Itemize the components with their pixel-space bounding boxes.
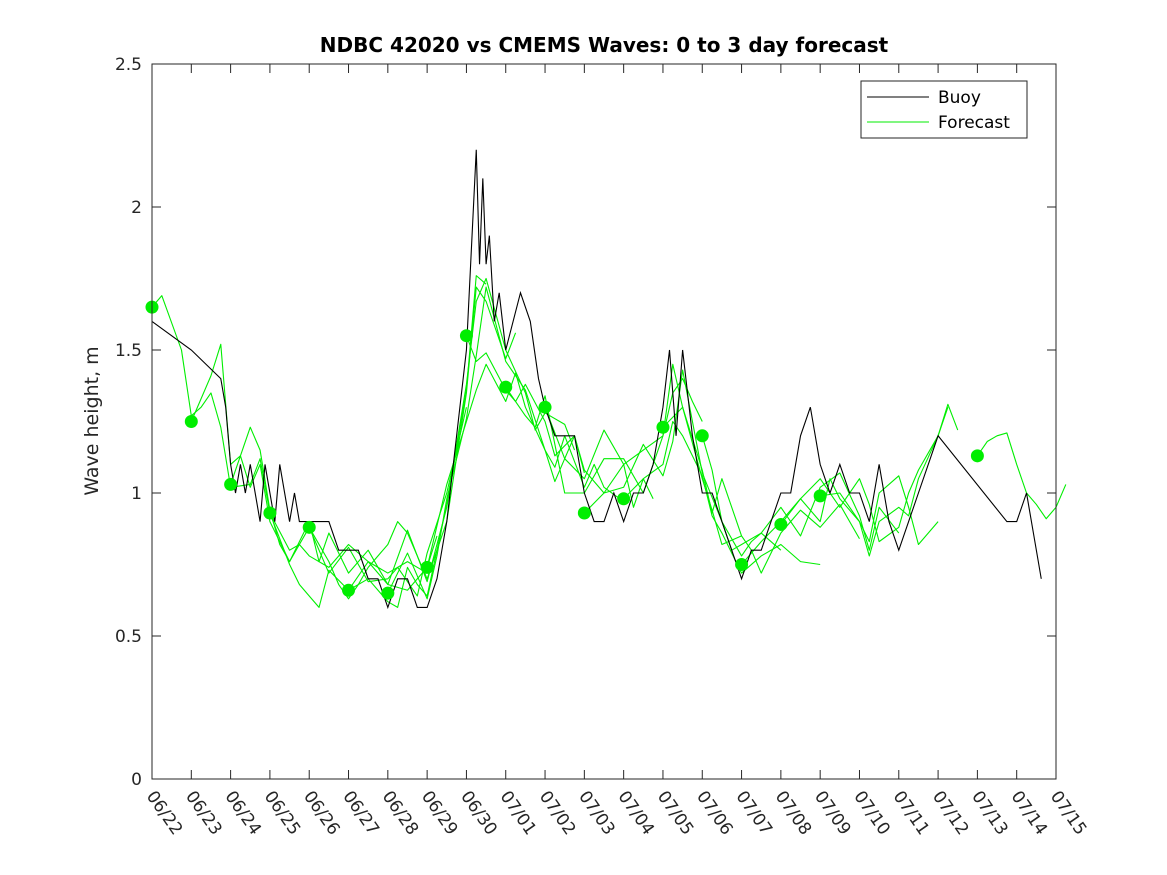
forecast-line bbox=[230, 407, 467, 597]
y-tick-label: 2 bbox=[131, 198, 142, 218]
y-axis-label: Wave height, m bbox=[81, 346, 103, 495]
y-tick-label: 1 bbox=[131, 484, 142, 504]
forecast-start-marker bbox=[695, 429, 709, 443]
legend: Buoy Forecast bbox=[860, 80, 1028, 139]
forecast-start-marker bbox=[617, 492, 631, 506]
y-tick-label: 2.5 bbox=[115, 55, 142, 75]
forecast-start-marker bbox=[184, 415, 198, 428]
plot-area bbox=[152, 64, 1056, 779]
forecast-start-marker bbox=[656, 420, 670, 434]
forecast-line bbox=[623, 420, 821, 574]
forecast-start-marker bbox=[342, 583, 356, 597]
forecast-line bbox=[426, 363, 624, 568]
forecast-start-marker bbox=[263, 506, 277, 520]
forecast-line bbox=[701, 435, 900, 557]
y-tick-label: 1.5 bbox=[115, 341, 142, 361]
forecast-line bbox=[465, 335, 654, 508]
y-tick-label: 0.5 bbox=[115, 627, 142, 647]
forecast-line bbox=[741, 475, 939, 565]
forecast-line bbox=[820, 403, 959, 557]
forecast-line bbox=[151, 295, 428, 574]
forecast-start-marker bbox=[302, 520, 316, 534]
forecast-start-marker bbox=[577, 506, 591, 520]
forecast-line bbox=[780, 407, 949, 543]
legend-label-buoy: Buoy bbox=[938, 88, 981, 108]
forecast-start-marker bbox=[459, 329, 473, 343]
axes-box bbox=[151, 63, 1057, 780]
forecast-start-marker bbox=[499, 380, 513, 394]
data-layer bbox=[145, 149, 1067, 610]
forecast-line bbox=[583, 369, 782, 551]
forecast-start-marker bbox=[224, 477, 238, 491]
forecast-start-marker bbox=[538, 400, 552, 414]
legend-box bbox=[860, 80, 1028, 139]
forecast-start-marker bbox=[774, 517, 788, 531]
forecast-line bbox=[976, 432, 1067, 520]
forecast-start-marker bbox=[735, 558, 749, 571]
y-tick-label: 0 bbox=[131, 770, 142, 790]
forecast-start-marker bbox=[381, 586, 395, 600]
forecast-line bbox=[269, 275, 487, 608]
forecast-line bbox=[348, 277, 576, 608]
forecast-line bbox=[387, 286, 585, 600]
forecast-start-marker bbox=[970, 449, 984, 463]
forecast-start-marker bbox=[420, 560, 434, 574]
legend-label-forecast: Forecast bbox=[938, 113, 1010, 133]
chart-title: NDBC 42020 vs CMEMS Waves: 0 to 3 day fo… bbox=[320, 33, 889, 57]
forecast-start-marker bbox=[813, 489, 827, 503]
forecast-line bbox=[544, 363, 743, 537]
